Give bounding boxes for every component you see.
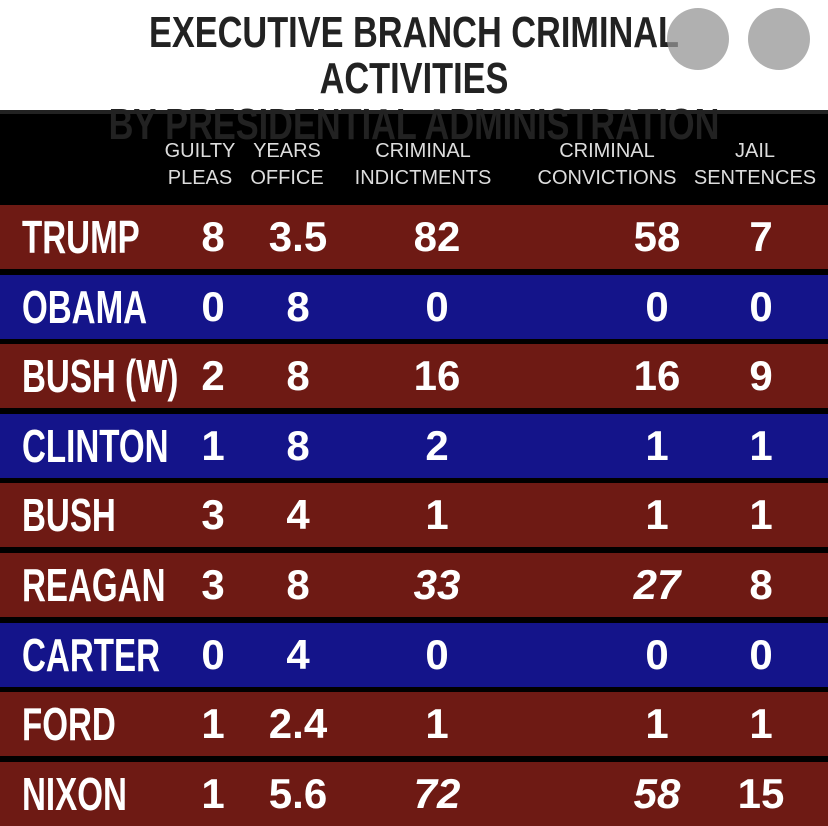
table-cell: 1 [645, 421, 669, 469]
table-row: FORD 1 2.4 1 1 1 [0, 692, 828, 757]
table-cell: 8 [286, 282, 310, 330]
table-cell: 72 [413, 769, 461, 817]
table-cell: 8 [286, 421, 310, 469]
table-cell: 8 [749, 561, 773, 608]
president-name: NIXON [22, 767, 127, 820]
president-name: BUSH [22, 489, 116, 542]
column-header: YEARS OFFICE [250, 140, 324, 189]
table-cell: 3 [201, 491, 225, 539]
table-cell: 2 [425, 421, 449, 469]
table-cell: 1 [201, 769, 225, 817]
table-cell: 1 [425, 700, 449, 748]
table-cell: 0 [425, 282, 449, 330]
table-cell: 0 [645, 630, 669, 678]
president-name: CARTER [22, 628, 161, 681]
column-header: CRIMINAL CONVICTIONS [537, 140, 677, 189]
table-row: BUSH 3 4 1 1 1 [0, 483, 828, 548]
title: EXECUTIVE BRANCH CRIMINAL ACTIVITIES BY … [108, 8, 720, 149]
table-row: CLINTON 1 8 2 1 1 [0, 413, 828, 478]
table-cell: 9 [749, 352, 773, 400]
table-cell: 1 [749, 421, 773, 469]
president-name: CLINTON [22, 419, 169, 472]
table-cell: 2.4 [268, 700, 328, 748]
table-row: NIXON 1 5.6 72 58 15 [0, 761, 828, 826]
table-cell: 0 [749, 282, 773, 330]
column-header: CRIMINAL INDICTMENTS [354, 140, 492, 189]
table-cell: 82 [413, 213, 461, 260]
table-cell: 27 [633, 561, 681, 608]
table-cell: 1 [749, 700, 773, 748]
table-cell: 1 [201, 700, 225, 748]
table-cell: 16 [633, 352, 681, 400]
table-cell: 0 [201, 282, 225, 330]
table-cell: 5.6 [268, 769, 328, 817]
table-cell: 4 [286, 630, 310, 678]
president-name: REAGAN [22, 559, 166, 611]
lens-button[interactable] [667, 8, 729, 70]
table-row: OBAMA 0 8 0 0 0 [0, 274, 828, 339]
table-cell: 1 [749, 491, 773, 539]
president-name: TRUMP [22, 211, 140, 263]
column-header: GUILTY PLEAS [164, 140, 236, 189]
table-cell: 16 [413, 352, 461, 400]
table-cell: 33 [413, 561, 461, 608]
president-name: BUSH (W) [22, 350, 179, 403]
table-cell: 0 [749, 630, 773, 678]
table-cell: 0 [201, 630, 225, 678]
table-cell: 8 [201, 213, 225, 260]
table-cell: 7 [749, 213, 773, 260]
table-row: CARTER 0 4 0 0 0 [0, 622, 828, 687]
column-header: JAIL SENTENCES [693, 140, 817, 189]
table-cell: 8 [286, 561, 310, 608]
table-row: REAGAN 3 8 33 27 8 [0, 553, 828, 617]
president-name: FORD [22, 698, 116, 751]
president-name: OBAMA [22, 280, 148, 333]
table-cell: 0 [425, 630, 449, 678]
table-cell: 15 [737, 769, 785, 817]
table-cell: 1 [645, 491, 669, 539]
table-cell: 3.5 [268, 213, 328, 260]
table-cell: 4 [286, 491, 310, 539]
table-cell: 1 [425, 491, 449, 539]
table-row: TRUMP 8 3.5 82 58 7 [0, 205, 828, 269]
table-cell: 1 [645, 700, 669, 748]
table-cell: 58 [633, 213, 681, 260]
table-cell: 2 [201, 352, 225, 400]
more-button[interactable] [748, 8, 810, 70]
table-row: BUSH (W) 2 8 16 16 9 [0, 344, 828, 409]
table-cell: 58 [633, 769, 681, 817]
table-cell: 8 [286, 352, 310, 400]
table-cell: 0 [645, 282, 669, 330]
table-cell: 1 [201, 421, 225, 469]
table-cell: 3 [201, 561, 225, 608]
